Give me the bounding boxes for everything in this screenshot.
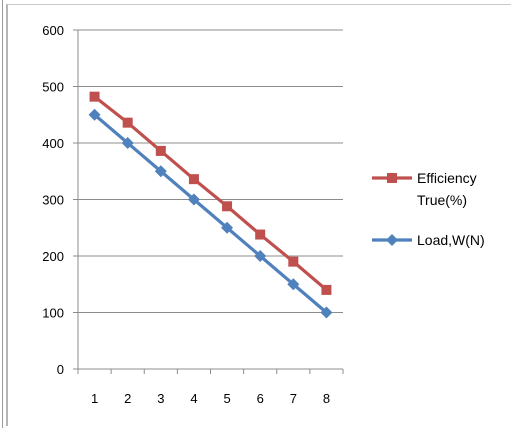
data-point-efficiency-7 — [288, 256, 299, 267]
data-point-load-5 — [221, 221, 234, 234]
data-point-load-3 — [154, 165, 167, 178]
legend-label-efficiency-line2: True(%) — [417, 192, 467, 208]
chart-frame — [6, 4, 511, 426]
series-group — [88, 91, 333, 319]
x-tick-label-7: 7 — [290, 391, 297, 406]
series-load — [88, 108, 333, 319]
tick-labels: 0 100 200 300 400 500 600 1 2 3 4 5 6 7 8 — [42, 23, 330, 406]
y-tick-label-100: 100 — [42, 306, 64, 321]
legend-item-load: Load,W(N) — [372, 232, 485, 248]
y-tick-label-300: 300 — [42, 193, 64, 208]
data-point-load-2 — [121, 137, 134, 149]
x-tick-label-6: 6 — [257, 391, 264, 406]
legend: Efficiency True(%) Load,W(N) — [372, 170, 485, 248]
x-tick-label-1: 1 — [91, 391, 98, 406]
x-tick-label-8: 8 — [323, 391, 330, 406]
legend-marker-efficiency — [387, 173, 397, 183]
legend-item-efficiency: Efficiency True(%) — [372, 170, 477, 208]
y-tick-label-500: 500 — [42, 80, 64, 95]
left-border-rule — [2, 0, 3, 428]
x-tick-label-4: 4 — [190, 391, 197, 406]
data-point-load-6 — [254, 250, 267, 262]
axes — [73, 29, 344, 374]
data-point-load-1 — [88, 108, 101, 121]
series-efficiency — [89, 91, 332, 295]
data-point-efficiency-8 — [321, 284, 332, 295]
data-point-load-7 — [287, 278, 300, 291]
data-point-efficiency-2 — [122, 117, 133, 128]
data-point-efficiency-1 — [89, 91, 100, 102]
y-tick-label-0: 0 — [57, 362, 64, 377]
legend-label-efficiency: Efficiency — [417, 170, 477, 186]
data-point-efficiency-6 — [255, 229, 266, 240]
x-tick-label-2: 2 — [124, 391, 131, 406]
y-tick-label-600: 600 — [42, 23, 64, 38]
data-point-efficiency-3 — [155, 145, 166, 156]
x-tick-label-5: 5 — [223, 391, 230, 406]
data-point-load-4 — [187, 193, 200, 206]
data-point-load-8 — [320, 306, 333, 319]
legend-marker-load — [386, 234, 398, 246]
data-point-efficiency-5 — [222, 201, 233, 212]
series-line-load — [93, 113, 328, 314]
y-tick-label-400: 400 — [42, 136, 64, 151]
y-tick-label-200: 200 — [42, 249, 64, 264]
data-point-efficiency-4 — [188, 174, 199, 185]
legend-label-load: Load,W(N) — [417, 232, 485, 248]
x-tick-label-3: 3 — [157, 391, 164, 406]
series-line-efficiency — [93, 95, 328, 292]
